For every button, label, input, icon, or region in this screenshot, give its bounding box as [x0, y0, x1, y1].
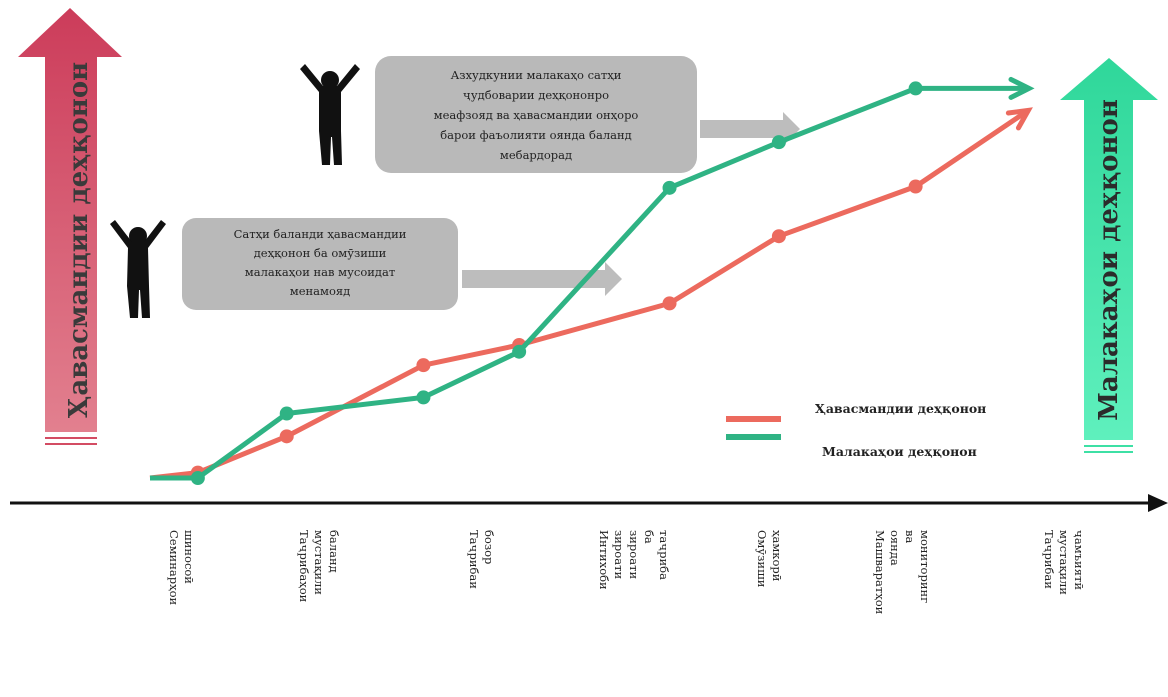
- callout-text-line: менамояд: [290, 284, 350, 298]
- x-tick-label-line: Интихоби: [597, 530, 611, 590]
- x-axis-arrowhead: [1148, 494, 1168, 512]
- x-tick-label: Таҷрибаи бозор: [467, 530, 496, 589]
- x-tick-label-line: зироати: [612, 530, 626, 579]
- legend-label-skills: Малакаҳои деҳқонон: [822, 444, 977, 459]
- x-tick-label-line: Омӯзиши: [755, 530, 769, 588]
- callout-skills-confidence: Азхудкунии малакаҳо сатҳи ҷудбоварии деҳ…: [375, 56, 800, 173]
- callout-text-line: ҷудбоварии деҳқононро: [463, 88, 609, 102]
- x-axis: [10, 494, 1168, 512]
- callout-low-motivation: Сатҳи баланди ҳавасмандии деҳқонон ба ом…: [182, 218, 622, 310]
- callout-text-line: меафзояд ва ҳавасмандии онҳоро: [434, 108, 639, 122]
- left-arrow-shape: [18, 8, 122, 432]
- x-tick-label: Таҷрибаҳои мустақили баланд: [297, 530, 341, 603]
- left-arrow-label: Ҳавасмандии деҳқонон: [64, 62, 94, 418]
- callout-box: [375, 56, 697, 173]
- person-arms-up-icon: [300, 64, 360, 165]
- data-point-skills: [771, 135, 786, 150]
- x-tick-label-line: Машваратҳои: [873, 530, 887, 615]
- callout-text-line: барои фаъолияти оянда баланд: [440, 128, 632, 142]
- x-tick-label-line: таҷриба: [657, 530, 671, 580]
- callout-text-line: Азхудкунии малакаҳо сатҳи: [451, 68, 622, 82]
- data-point-skills: [416, 390, 431, 405]
- right-skills-arrow: Малакаҳои деҳқонон: [1060, 58, 1158, 453]
- data-point-motivation: [771, 229, 786, 244]
- x-tick-label-line: баланд: [327, 530, 341, 573]
- data-point-skills: [662, 180, 677, 195]
- right-arrow-shape: [1060, 58, 1158, 440]
- x-tick-label: Таҷрибаи мустақили ҷамъиятӣ: [1042, 530, 1086, 595]
- series-arrowhead-skills: [1008, 76, 1035, 100]
- x-tick-labels: Семинарҳои шиносоӣ Таҷрибаҳои мустақили бала…: [167, 530, 1086, 615]
- series-layer: [149, 76, 1035, 485]
- x-tick-label-line: бозор: [482, 530, 496, 564]
- x-tick-label-line: Таҷрибаи: [1042, 530, 1056, 589]
- x-tick-label-line: ба: [642, 530, 656, 544]
- x-tick-label: Интихоби зироати зироати ба таҷриба: [597, 530, 671, 590]
- x-tick-label-line: мустақили: [1057, 530, 1071, 595]
- data-point-skills: [190, 471, 205, 485]
- x-tick-label-line: Семинарҳои: [167, 530, 181, 606]
- x-tick-label-line: Таҷрибаҳои: [297, 530, 311, 603]
- data-point-motivation: [908, 179, 923, 194]
- right-arrow-label: Малакаҳои деҳқонон: [1094, 99, 1124, 421]
- callout-box: [182, 218, 458, 310]
- x-tick-label-line: ҳамкорӣ: [770, 530, 784, 582]
- x-tick-label-line: ҷамъиятӣ: [1072, 530, 1086, 590]
- x-tick-label-line: зироати: [627, 530, 641, 579]
- callout-text-line: Сатҳи баланди ҳавасмандии: [234, 227, 407, 241]
- x-tick-label-line: ва: [903, 530, 917, 543]
- series-skills: [150, 76, 1035, 485]
- x-tick-label-line: мустақили: [312, 530, 326, 595]
- callout-arrow-shape: [462, 262, 622, 296]
- data-point-skills: [908, 81, 923, 96]
- legend: Ҳавасмандии деҳқонон Малакаҳои деҳқонон: [726, 401, 986, 459]
- x-tick-label: Омӯзиши ҳамкорӣ: [755, 530, 784, 588]
- x-tick-label-line: оянда: [888, 530, 902, 566]
- callout-text-line: мебардорад: [500, 148, 572, 162]
- callout-text-line: деҳқонон ба омӯзиши: [254, 246, 387, 260]
- data-point-motivation: [416, 358, 431, 373]
- callout-text-line: малакаҳои нав мусоидат: [245, 265, 395, 279]
- data-point-motivation: [662, 296, 677, 311]
- legend-label-motivation: Ҳавасмандии деҳқонон: [815, 401, 986, 416]
- x-tick-label: Семинарҳои шиносоӣ: [167, 530, 196, 606]
- series-arrowhead-motivation: [1005, 107, 1033, 131]
- x-tick-label-line: мониторинг: [918, 530, 932, 603]
- data-point-skills: [279, 406, 294, 421]
- x-tick-label-line: Таҷрибаи: [467, 530, 481, 589]
- x-tick-label-line: шиносоӣ: [182, 530, 196, 584]
- x-tick-label: Машваратҳои оянда ва мониторинг: [873, 530, 932, 615]
- data-point-motivation: [279, 429, 294, 444]
- person-arms-up-icon: [110, 220, 166, 318]
- data-point-skills: [512, 344, 527, 359]
- left-motivation-arrow: Ҳавасмандии деҳқонон: [18, 8, 122, 445]
